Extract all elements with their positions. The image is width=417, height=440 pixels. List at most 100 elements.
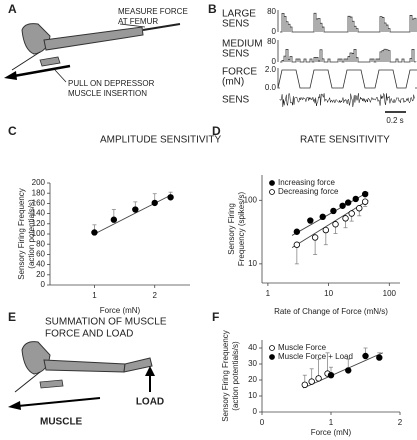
- data-point: [361, 190, 369, 198]
- data-point: [332, 221, 339, 228]
- x-tick-label: 10: [324, 289, 333, 298]
- y-axis-label: (action potentials/s): [231, 341, 240, 411]
- trace-label: SENS: [222, 49, 250, 60]
- panel-letter: E: [8, 310, 16, 324]
- x-tick-label: 2: [153, 291, 158, 300]
- data-point: [308, 378, 315, 385]
- histogram-trace: [280, 48, 417, 63]
- trace-label: SENS: [222, 19, 250, 30]
- legend-marker: [269, 354, 275, 360]
- x-axis-label: Force (mN): [100, 306, 141, 315]
- leg-diagram-e: [8, 341, 155, 410]
- y-tick-label: 0: [41, 280, 46, 289]
- data-point: [132, 206, 139, 213]
- panel-letter: B: [208, 2, 217, 16]
- y-axis-label: Frequency (spikes/s): [237, 192, 246, 267]
- trace-label: (mN): [222, 77, 244, 88]
- x-tick-label: 0: [260, 418, 265, 427]
- legend-label: Increasing force: [278, 178, 335, 187]
- diagram-label: PULL ON DEPRESSOR: [68, 79, 155, 88]
- data-point: [356, 205, 363, 212]
- data-point: [345, 367, 352, 374]
- chart: RATE SENSITIVITY 10 100 1 10 100 Rate of Chang…: [227, 135, 400, 316]
- y-tick-label: 180: [32, 188, 46, 197]
- legend-marker: [269, 189, 275, 195]
- data-point: [376, 354, 383, 361]
- trace-tick-label: 2.0: [265, 65, 277, 74]
- force-trace: [277, 69, 417, 89]
- diagram-label: LOAD: [136, 397, 164, 408]
- diagram-label: MUSCLE: [40, 417, 83, 428]
- diagram-label: MEASURE FORCE: [118, 7, 188, 16]
- y-tick-label: 80: [36, 239, 45, 248]
- x-tick-label: 1: [92, 291, 97, 300]
- y-tick-label: 40: [36, 260, 45, 269]
- data-point: [151, 199, 158, 207]
- data-point: [91, 229, 98, 236]
- y-tick-label: 60: [36, 250, 45, 259]
- diagram-label: MUSCLE INSERTION: [68, 89, 147, 98]
- legend-label: Decreasing force: [278, 187, 339, 196]
- trace-label: FORCE: [222, 67, 257, 78]
- legend-label: Muscle Force: [278, 343, 327, 352]
- data-point: [167, 194, 174, 201]
- y-tick-label: 40: [248, 343, 257, 352]
- x-axis-label: Force (mN): [311, 428, 352, 437]
- histogram-trace: [280, 12, 417, 33]
- trace-tick-label: 80: [267, 37, 276, 46]
- legend-label: Muscle Force + Load: [278, 352, 353, 361]
- trace-label: SENS: [222, 95, 250, 106]
- data-point: [110, 216, 118, 223]
- y-tick-label: 120: [32, 219, 46, 228]
- data-point: [330, 207, 337, 215]
- y-tick-label: 100: [32, 229, 46, 238]
- x-tick-label: 1: [266, 289, 271, 298]
- panel-letter: A: [8, 2, 17, 16]
- data-point: [352, 195, 359, 203]
- y-axis-label: Sensory Firing Frequency: [17, 188, 26, 280]
- panel-title: SUMMATION OF MUSCLE: [45, 317, 167, 328]
- y-tick-label: 10: [248, 259, 257, 268]
- data-point: [327, 372, 335, 379]
- x-tick-label: 1: [329, 418, 334, 427]
- scale-label: 0.2 s: [386, 116, 403, 125]
- data-point: [319, 213, 326, 221]
- x-axis-label: Rate of Change of Force (mN/s): [274, 307, 388, 316]
- legend-marker: [269, 345, 275, 351]
- trace-tick-label: 80: [267, 7, 276, 16]
- y-tick-label: 200: [32, 178, 46, 187]
- y-axis-label: Sensory Firing Frequency: [221, 330, 230, 422]
- diagram-label: AT FEMUR: [118, 17, 158, 26]
- panel-letter: C: [8, 124, 17, 138]
- trace-label: MEDIUM: [222, 39, 263, 50]
- trace-tick-label: 0.0: [265, 83, 277, 92]
- x-tick-label: 2: [398, 418, 403, 427]
- data-point: [339, 202, 346, 209]
- data-point: [293, 228, 301, 235]
- leg-diagram-a: [4, 23, 181, 83]
- panel-title: FORCE AND LOAD: [45, 329, 133, 340]
- y-tick-label: 30: [248, 359, 257, 368]
- chart: 0 10 20 30 40 0 1 2 Force (mN) Sensory Firing Fre…: [221, 330, 403, 437]
- y-tick-label: 20: [248, 375, 257, 384]
- chart-title: RATE SENSITIVITY: [300, 135, 390, 146]
- data-point: [311, 234, 319, 241]
- y-tick-label: 100: [244, 195, 258, 204]
- data-point: [293, 241, 301, 248]
- data-point: [322, 226, 330, 234]
- chart-title: AMPLITUDE SENSITIVITY: [100, 135, 221, 146]
- data-point: [301, 381, 308, 388]
- legend-marker: [269, 180, 275, 186]
- data-point: [361, 198, 369, 205]
- data-point: [307, 217, 314, 224]
- y-tick-label: 20: [36, 270, 45, 279]
- panel-letter: F: [212, 310, 219, 324]
- data-point: [315, 375, 322, 382]
- fit-line: [94, 194, 171, 235]
- y-tick-label: 140: [32, 209, 46, 218]
- x-tick-label: 100: [383, 289, 397, 298]
- spike-trace: [279, 92, 415, 107]
- data-point: [362, 352, 369, 360]
